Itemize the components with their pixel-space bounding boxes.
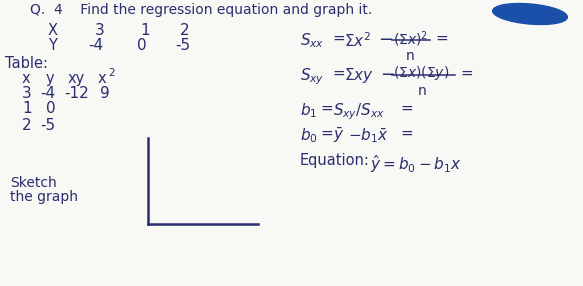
Text: x: x [22, 71, 31, 86]
Text: n: n [406, 49, 415, 63]
Text: $\bar{y}$: $\bar{y}$ [333, 126, 345, 145]
Text: -12: -12 [64, 86, 89, 101]
Text: 3: 3 [95, 23, 105, 38]
Text: Q.  4    Find the regression equation and graph it.: Q. 4 Find the regression equation and gr… [30, 3, 373, 17]
Text: $\Sigma xy$: $\Sigma xy$ [344, 66, 374, 85]
Text: Sketch: Sketch [10, 176, 57, 190]
Text: 2: 2 [108, 68, 115, 78]
Text: -4: -4 [88, 38, 103, 53]
Text: =: = [400, 101, 413, 116]
Text: $\hat{y} = b_0 - b_1 x$: $\hat{y} = b_0 - b_1 x$ [370, 153, 462, 175]
Text: =: = [320, 126, 333, 141]
Text: −: − [378, 31, 393, 49]
Text: $(\Sigma x)^2$: $(\Sigma x)^2$ [393, 29, 428, 49]
Text: =: = [460, 66, 473, 81]
Ellipse shape [493, 3, 567, 25]
Text: $- b_1\bar{x}$: $- b_1\bar{x}$ [348, 126, 389, 145]
Text: xy: xy [68, 71, 85, 86]
Text: $(\Sigma x)(\Sigma y)$: $(\Sigma x)(\Sigma y)$ [393, 64, 449, 82]
Text: =: = [320, 101, 333, 116]
Text: 2: 2 [22, 118, 31, 133]
Text: n: n [418, 84, 427, 98]
Text: X: X [48, 23, 58, 38]
Text: $S_{xx}$: $S_{xx}$ [300, 31, 324, 50]
Text: $b_1$: $b_1$ [300, 101, 317, 120]
Text: Equation:: Equation: [300, 153, 370, 168]
Text: −: − [380, 66, 395, 84]
Text: $S_{xy}/S_{xx}$: $S_{xy}/S_{xx}$ [333, 101, 385, 122]
Text: Y: Y [48, 38, 57, 53]
Text: Table:: Table: [5, 56, 48, 71]
Text: 9: 9 [100, 86, 110, 101]
Text: $\Sigma x^2$: $\Sigma x^2$ [344, 31, 371, 50]
Text: =: = [332, 66, 345, 81]
Text: 2: 2 [180, 23, 189, 38]
Text: 3: 3 [22, 86, 31, 101]
Text: 0: 0 [46, 101, 55, 116]
Text: -5: -5 [175, 38, 190, 53]
Text: =: = [400, 126, 413, 141]
Text: =: = [435, 31, 448, 46]
Text: x: x [98, 71, 107, 86]
Text: =: = [332, 31, 345, 46]
Text: y: y [46, 71, 55, 86]
Text: 1: 1 [140, 23, 150, 38]
Text: 1: 1 [22, 101, 31, 116]
Text: 0: 0 [137, 38, 147, 53]
Text: $S_{xy}$: $S_{xy}$ [300, 66, 324, 87]
Text: -4: -4 [40, 86, 55, 101]
Text: $b_0$: $b_0$ [300, 126, 318, 145]
Text: -5: -5 [40, 118, 55, 133]
Text: the graph: the graph [10, 190, 78, 204]
